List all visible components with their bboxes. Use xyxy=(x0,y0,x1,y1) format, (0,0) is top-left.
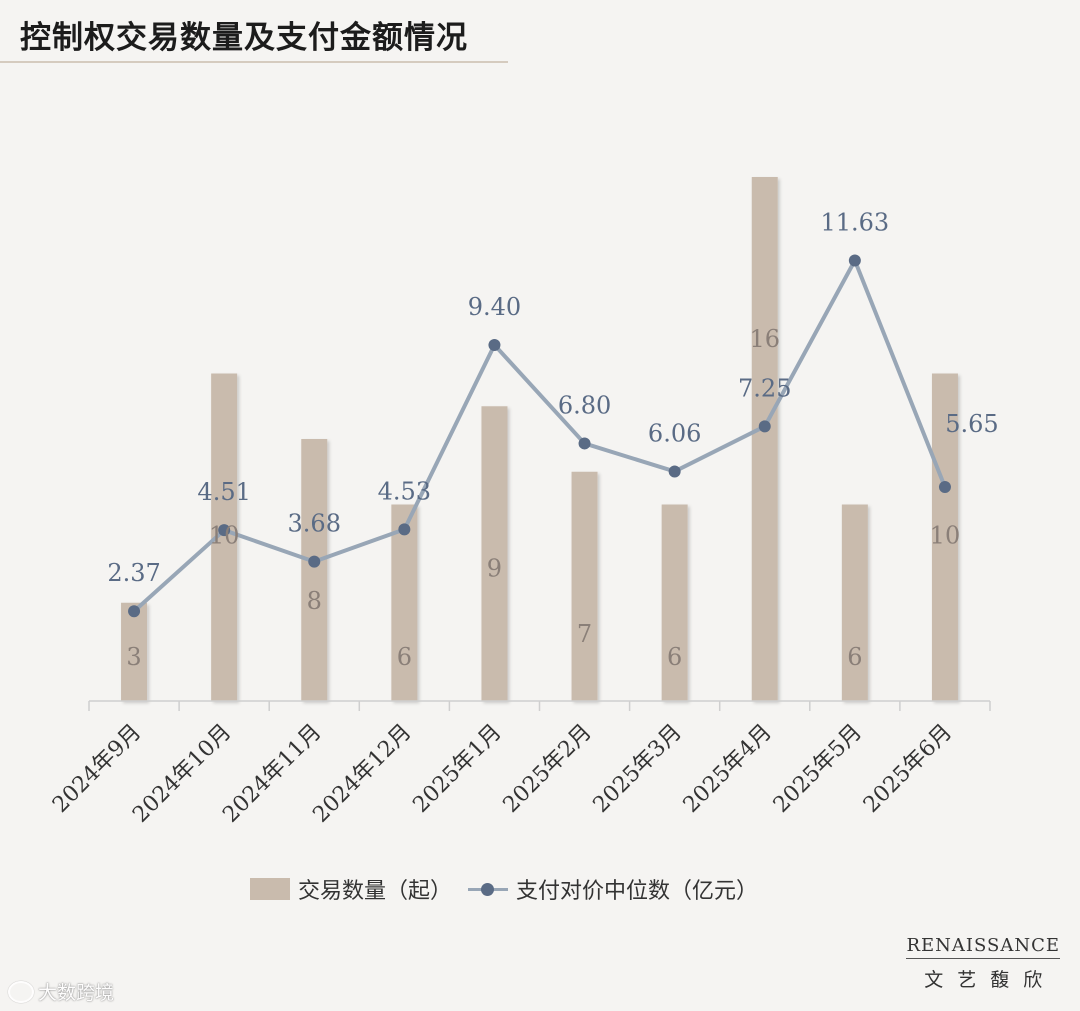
bar xyxy=(751,177,778,701)
line-point xyxy=(758,420,771,433)
line-point xyxy=(218,524,231,537)
bar-value-label: 7 xyxy=(577,620,592,648)
line-value-label: 11.63 xyxy=(820,208,889,236)
bar xyxy=(841,504,868,701)
legend-bar-swatch xyxy=(250,878,290,900)
line-point xyxy=(938,480,951,493)
bar-value-label: 6 xyxy=(667,643,682,671)
line-value-label: 6.06 xyxy=(648,419,701,447)
legend-bar-label: 交易数量（起） xyxy=(298,879,453,904)
watermark-text: 大数跨境 xyxy=(38,982,115,1004)
line-value-label: 4.51 xyxy=(197,478,250,506)
line-point xyxy=(128,605,141,618)
line-point xyxy=(398,523,411,536)
brand-cn: 文艺馥欣 xyxy=(924,969,1057,991)
bar xyxy=(301,439,328,701)
x-tick-label: 2025年2月 xyxy=(499,720,597,818)
bar-value-label: 10 xyxy=(930,522,961,550)
x-tick-label: 2025年1月 xyxy=(408,720,506,818)
line-value-label: 9.40 xyxy=(468,293,521,321)
line-value-label: 7.25 xyxy=(738,374,791,402)
x-tick-label: 2025年5月 xyxy=(769,720,867,818)
line-value-label: 6.80 xyxy=(558,391,611,419)
watermark: 大数跨境 xyxy=(8,978,114,1005)
x-tick-label: 2025年6月 xyxy=(859,720,957,818)
title-divider xyxy=(0,61,508,63)
brand-logo: RENAISSANCE 文艺馥欣 xyxy=(906,935,1060,992)
x-tick-label: 2024年9月 xyxy=(48,720,146,818)
line-value-label: 4.53 xyxy=(378,477,431,505)
bar xyxy=(661,504,688,701)
line-point xyxy=(848,254,861,267)
chart-area: 32024年9月102024年10月82024年11月62024年12月9202… xyxy=(48,177,999,828)
bar-value-label: 9 xyxy=(487,554,502,582)
line-point xyxy=(668,465,681,478)
bar xyxy=(571,471,598,701)
x-tick-label: 2025年3月 xyxy=(589,720,687,818)
line-value-label: 2.37 xyxy=(107,559,160,587)
bar-value-label: 3 xyxy=(126,643,141,671)
bar xyxy=(391,504,418,701)
line-point xyxy=(308,555,321,568)
line-value-label: 5.65 xyxy=(945,410,998,438)
bar-value-label: 8 xyxy=(307,587,322,615)
line-point xyxy=(578,437,591,450)
x-tick-label: 2025年4月 xyxy=(679,720,777,818)
line-value-label: 3.68 xyxy=(288,510,341,538)
line-series xyxy=(132,258,947,613)
bar xyxy=(931,373,958,701)
legend-line-label: 支付对价中位数（亿元） xyxy=(516,879,759,904)
bar xyxy=(481,406,508,701)
bar-value-label: 10 xyxy=(209,522,240,550)
chart-legend: 交易数量（起） 支付对价中位数（亿元） xyxy=(250,873,758,905)
bar xyxy=(121,602,148,701)
bar-value-label: 16 xyxy=(749,325,780,353)
brand-name: RENAISSANCE xyxy=(906,935,1060,959)
line-point xyxy=(488,338,501,351)
bar-value-label: 6 xyxy=(397,643,412,671)
bar-value-label: 6 xyxy=(847,643,862,671)
watermark-icon xyxy=(8,980,34,1003)
legend-line-swatch xyxy=(468,878,509,900)
chart-title: 控制权交易数量及支付金额情况 xyxy=(20,20,468,56)
